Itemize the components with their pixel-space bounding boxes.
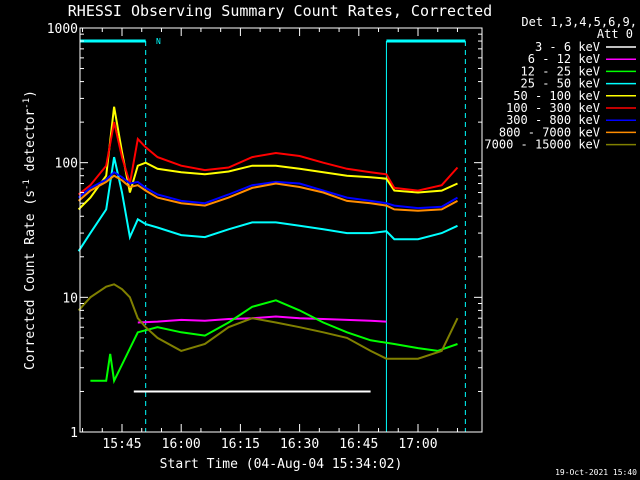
series-line-7 <box>77 174 458 212</box>
legend-label-1: 6 - 12 keV <box>528 52 600 66</box>
y-tick-label: 1000 <box>47 22 78 37</box>
plot-frame <box>79 27 483 433</box>
series-line-4 <box>77 106 458 211</box>
legend-label-8: 7000 - 15000 keV <box>484 138 600 152</box>
legend-label-3: 25 - 50 keV <box>521 77 600 91</box>
x-tick-label: 17:00 <box>398 437 437 452</box>
legend-header-attenuator: Att 0 <box>597 27 633 41</box>
series-line-8 <box>77 283 459 360</box>
y-tick-label: 1 <box>70 426 78 441</box>
y-tick-label: 10 <box>62 291 78 306</box>
series-line-2 <box>90 299 458 385</box>
legend-header-detectors: Det 1,3,4,5,6,9, <box>521 15 637 29</box>
series-line-5 <box>77 121 459 196</box>
legend-label-6: 300 - 800 keV <box>506 113 600 127</box>
footer-timestamp: 19-Oct-2021 15:40 <box>555 468 637 477</box>
series-line-1 <box>137 315 387 324</box>
x-tick-label: 16:30 <box>280 437 319 452</box>
legend-label-4: 50 - 100 keV <box>513 89 600 103</box>
y-axis-label: Corrected Count Rate (s-1 detector-1) <box>22 90 38 370</box>
x-tick-label: 15:45 <box>102 437 141 452</box>
x-tick-label: 16:00 <box>162 437 201 452</box>
y-tick-label: 100 <box>55 157 78 172</box>
chart-title: RHESSI Observing Summary Count Rates, Co… <box>68 2 492 20</box>
legend-label-5: 100 - 300 keV <box>506 101 600 115</box>
night-marker-label: N <box>156 37 161 46</box>
series-line-6 <box>77 170 459 210</box>
legend-label-2: 12 - 25 keV <box>521 64 600 78</box>
x-tick-label: 16:45 <box>339 437 378 452</box>
legend-label-7: 800 - 7000 keV <box>499 125 600 139</box>
x-axis-label: Start Time (04-Aug-04 15:34:02) <box>160 457 403 472</box>
x-tick-label: 16:15 <box>221 437 260 452</box>
series-line-3 <box>77 156 458 252</box>
legend-label-0: 3 - 6 keV <box>535 40 600 54</box>
